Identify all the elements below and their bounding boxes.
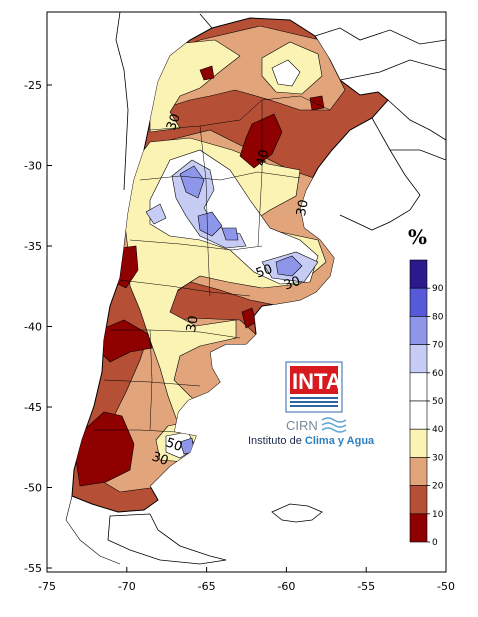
band-40-60 <box>271 59 301 87</box>
band-0-10 <box>199 65 215 81</box>
colorbar-swatch <box>409 457 428 486</box>
colorbar-label: 30 <box>432 453 444 463</box>
band-0-10 <box>75 411 135 487</box>
colorbar-label: 10 <box>432 510 444 520</box>
contour-label: 50 <box>164 435 185 455</box>
cirn-logo: CIRN <box>286 417 347 433</box>
islands <box>271 503 323 523</box>
chile-coast <box>65 495 121 565</box>
colorbar-label: 40 <box>432 425 444 435</box>
contour-label: 30 <box>164 112 184 133</box>
band-0-10 <box>309 95 325 111</box>
x-tick-label: -75 <box>38 580 56 593</box>
y-tick-label: -55 <box>24 562 42 575</box>
neighbor-borders <box>115 11 447 231</box>
band-70-80 <box>179 165 205 199</box>
band-0-10 <box>239 113 283 169</box>
institute-name: Instituto de Clima y Agua <box>248 435 375 447</box>
y-tick-label: -30 <box>24 160 42 173</box>
band-70-80 <box>221 227 239 241</box>
colorbar-swatch <box>409 513 428 543</box>
colorbar-label: 20 <box>432 482 444 492</box>
contour-label: 30 <box>282 274 303 294</box>
x-tick-label: -65 <box>198 580 216 593</box>
contour-label: 40 <box>254 148 273 168</box>
tierra-del-fuego <box>107 513 227 565</box>
institute-highlight: Clima y Agua <box>305 435 375 447</box>
inta-logo: INTA <box>285 361 343 413</box>
y-tick-label: -50 <box>24 482 42 495</box>
unit-label: % <box>408 225 427 249</box>
colorbar-label: 50 <box>432 397 444 407</box>
contour-label: 30 <box>150 449 171 469</box>
colorbar-label: 80 <box>432 312 444 322</box>
y-axis: -25 -30 -35 -40 -45 -50 -55 <box>24 79 52 575</box>
x-tick-label: -70 <box>118 580 136 593</box>
colorbar-label: 70 <box>432 341 444 351</box>
y-tick-label: -40 <box>24 321 42 334</box>
x-tick-label: -55 <box>357 580 375 593</box>
contour-labels: 30 40 30 50 30 30 50 30 <box>150 112 312 469</box>
humidity-fields <box>75 25 346 493</box>
band-60-70 <box>145 203 167 225</box>
colorbar-swatch <box>409 316 428 345</box>
province-borders <box>94 95 331 433</box>
colorbar-label: 90 <box>432 284 444 294</box>
band-30-40 <box>149 39 241 133</box>
band-70-80 <box>197 211 223 237</box>
band-70-80 <box>275 255 303 277</box>
contour-label: 30 <box>294 198 312 217</box>
contour-label: 30 <box>184 314 202 333</box>
colorbar: 90 80 70 60 50 40 30 20 10 0 <box>409 259 444 548</box>
y-tick-label: -45 <box>24 401 42 414</box>
x-tick-label: -60 <box>277 580 295 593</box>
y-tick-label: -25 <box>24 79 42 92</box>
colorbar-label: 60 <box>432 369 444 379</box>
colorbar-swatch <box>409 372 428 402</box>
colorbar-swatch <box>409 400 428 430</box>
inta-logo-text: INTA <box>292 369 342 394</box>
x-tick-label: -50 <box>437 580 455 593</box>
colorbar-swatch <box>409 287 428 317</box>
colorbar-swatch <box>409 428 428 458</box>
colorbar-swatch <box>409 485 428 515</box>
colorbar-swatch <box>409 344 428 374</box>
institute-prefix: Instituto de <box>248 435 305 447</box>
cirn-text: CIRN <box>286 418 318 433</box>
contour-label: 50 <box>254 262 275 282</box>
colorbar-label: 0 <box>432 538 438 548</box>
y-tick-label: -35 <box>24 240 42 253</box>
colorbar-swatch <box>409 259 428 289</box>
x-axis: -75 -70 -65 -60 -55 -50 <box>38 567 455 593</box>
